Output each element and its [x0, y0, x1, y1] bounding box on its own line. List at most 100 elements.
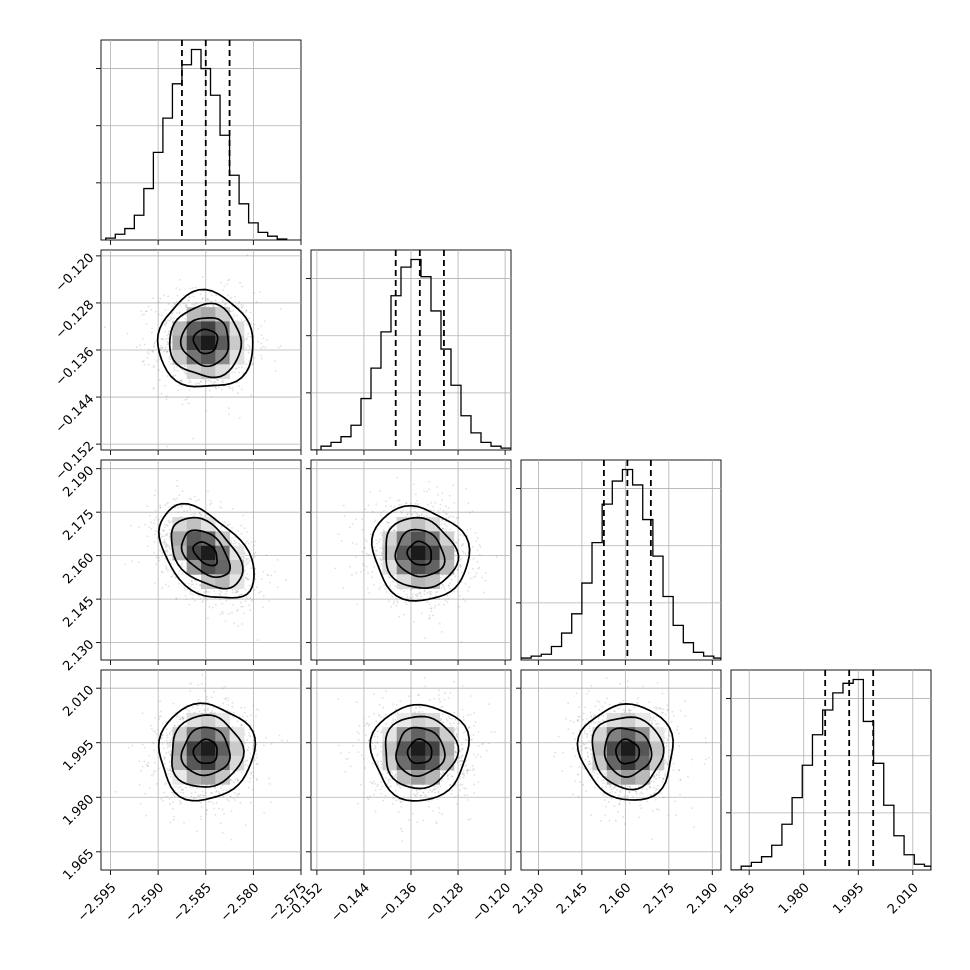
contour-line-1 — [603, 727, 653, 778]
x-tick-label: 2.145 — [554, 880, 591, 917]
density-cell — [229, 755, 245, 771]
contour-line-1 — [395, 726, 446, 778]
density-cell — [186, 517, 202, 532]
density-cell — [411, 517, 426, 532]
density-panel-3-0 — [96, 669, 302, 875]
density-cell — [172, 531, 188, 547]
density-cell — [425, 560, 440, 575]
x-tick-label: −2.590 — [123, 880, 168, 925]
y-tick-label: 2.145 — [60, 594, 97, 631]
density-cell — [186, 727, 202, 742]
y-tick-label: −0.144 — [53, 392, 98, 437]
y-tick-label: 2.175 — [60, 507, 97, 544]
density-cell — [201, 545, 216, 561]
contour-line-0 — [406, 540, 433, 566]
density-cell — [201, 727, 216, 742]
density-cell — [215, 741, 230, 757]
y-tick-label: −0.136 — [53, 345, 98, 390]
contour-line-0 — [192, 738, 218, 765]
density-cell — [172, 755, 188, 771]
density-cell — [215, 364, 230, 379]
density-cell — [229, 560, 245, 575]
contour-line-1 — [394, 528, 446, 578]
density-cell — [425, 770, 440, 785]
contour-line-0 — [192, 541, 218, 567]
contour-line-2 — [385, 516, 460, 589]
density-cell — [215, 560, 230, 575]
density-cell — [649, 741, 665, 757]
x-tick-label: 1.995 — [830, 880, 867, 917]
density-cell — [439, 560, 455, 575]
density-cell — [621, 741, 636, 757]
contour-line-3 — [157, 702, 257, 802]
contour-line-2 — [384, 715, 460, 790]
contour-line-2 — [170, 516, 244, 590]
density-cell — [186, 350, 202, 365]
contour-line-3 — [369, 703, 470, 802]
density-cell — [411, 574, 426, 589]
y-tick-label: 2.010 — [60, 683, 97, 720]
density-cell — [411, 545, 426, 561]
x-tick-label: −0.120 — [470, 880, 515, 925]
density-cell — [439, 545, 455, 561]
histogram-panel-1 — [306, 249, 512, 455]
density-cell — [172, 741, 188, 757]
x-tick-label: 2.010 — [885, 880, 922, 917]
contour-line-3 — [157, 502, 255, 599]
x-tick-label: 2.175 — [641, 880, 678, 917]
contour-line-2 — [591, 716, 665, 791]
density-panel-3-2 — [516, 669, 722, 875]
density-cell — [215, 335, 230, 351]
density-cell — [186, 531, 202, 547]
density-cell — [382, 755, 398, 771]
x-tick-label: −0.136 — [375, 880, 420, 925]
density-cell — [606, 755, 622, 771]
density-cell — [606, 770, 622, 785]
density-cell — [172, 770, 188, 785]
density-cell — [396, 560, 412, 575]
density-cell — [635, 770, 650, 785]
x-tick-label: 2.190 — [684, 880, 721, 917]
density-cell — [592, 741, 608, 757]
contour-line-1 — [179, 317, 230, 368]
contour-line-1 — [180, 529, 232, 579]
contour-line-3 — [576, 703, 674, 801]
y-tick-label: −0.128 — [53, 298, 98, 343]
histogram-line — [105, 48, 288, 240]
histogram-line — [731, 678, 931, 870]
x-tick-label: 2.160 — [597, 880, 634, 917]
density-panel-1-0 — [96, 249, 302, 455]
density-cell — [411, 727, 426, 742]
density-cell — [439, 727, 455, 742]
x-tick-label: −2.595 — [75, 880, 120, 925]
density-cell — [201, 712, 216, 728]
density-cell — [606, 727, 622, 742]
histogram-line — [521, 468, 721, 660]
density-cell — [201, 321, 216, 337]
density-cell — [425, 531, 440, 547]
axes-frame — [520, 459, 722, 661]
contour-line-0 — [615, 738, 641, 765]
density-cell — [382, 741, 398, 757]
histogram-line — [311, 258, 511, 450]
density-cell — [215, 574, 230, 589]
y-tick-label: 2.160 — [60, 550, 97, 587]
density-cell — [592, 755, 608, 771]
histogram-panel-2 — [516, 459, 722, 665]
contour-line-0 — [406, 738, 433, 765]
contour-line-3 — [156, 288, 254, 388]
density-cell — [172, 350, 188, 365]
x-tick-label: 1.980 — [776, 880, 813, 917]
density-cell — [592, 727, 608, 742]
density-cell — [229, 741, 245, 757]
density-panel-2-0 — [96, 459, 302, 665]
axes-frame — [730, 669, 932, 871]
y-tick-label: 2.130 — [60, 637, 97, 674]
contour-line-0 — [192, 328, 219, 355]
histogram-panel-0 — [96, 39, 302, 245]
density-cell — [649, 755, 665, 771]
density-cell — [411, 712, 426, 728]
density-cell — [172, 335, 188, 351]
density-panel-3-1 — [306, 669, 512, 875]
